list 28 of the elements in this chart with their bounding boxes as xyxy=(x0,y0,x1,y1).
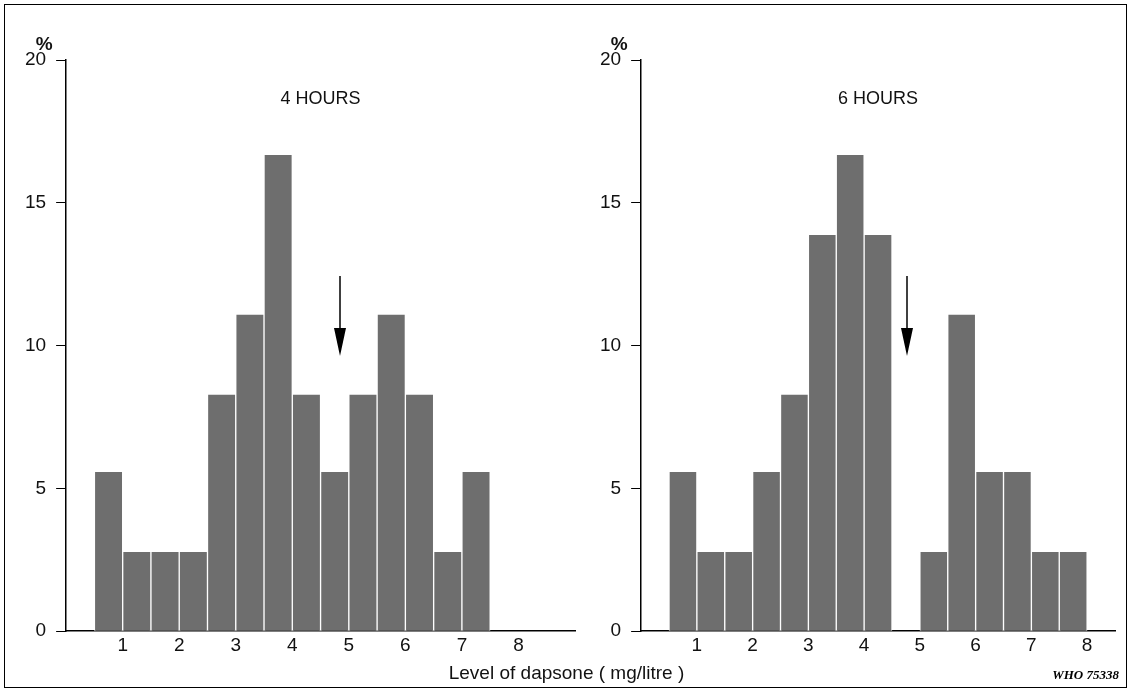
x-axis-title: Level of dapsone ( mg/litre ) xyxy=(448,662,685,683)
x-tick-label: 1 xyxy=(117,633,128,655)
text: 4 HOURS xyxy=(280,87,361,108)
x-tick-label: 3 xyxy=(230,633,242,655)
y-tick-label: 5 xyxy=(610,476,622,498)
y-tick-label: 0 xyxy=(610,619,622,641)
x-tick-label: 7 xyxy=(1026,633,1037,655)
y-tick-label: 15 xyxy=(24,191,47,213)
y-tick-label: 0 xyxy=(35,619,47,641)
x-tick-label: 1 xyxy=(691,633,703,655)
y-tick-label: 10 xyxy=(24,333,47,355)
x-tick-label: 5 xyxy=(914,633,926,655)
x-tick-label: 4 xyxy=(858,633,870,655)
y-tick-label: 10 xyxy=(599,333,622,355)
x-tick-label: 8 xyxy=(513,633,524,655)
text: WHO 75338 xyxy=(1052,667,1119,683)
x-tick-label: 6 xyxy=(400,633,411,655)
x-tick-label: 2 xyxy=(747,633,758,655)
x-tick-label: 4 xyxy=(287,633,299,655)
x-tick-label: 2 xyxy=(173,633,185,655)
x-tick-label: 7 xyxy=(456,633,468,655)
text: 6 HOURS xyxy=(838,87,919,108)
y-tick-label: 5 xyxy=(35,476,47,498)
x-tick-label: 6 xyxy=(970,633,981,655)
y-tick-label: 15 xyxy=(599,191,622,213)
x-tick-label: 5 xyxy=(343,633,355,655)
x-tick-label: 8 xyxy=(1081,633,1093,655)
x-tick-label: 3 xyxy=(803,633,814,655)
